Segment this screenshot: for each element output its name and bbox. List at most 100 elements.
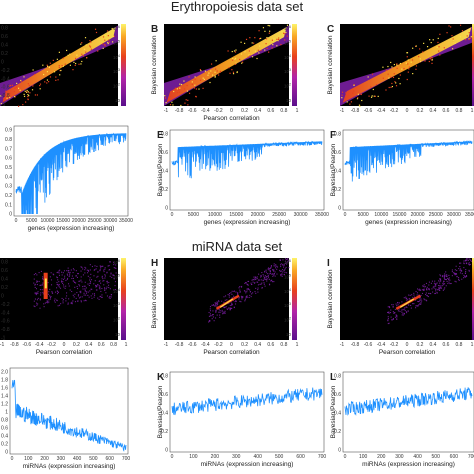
density-cell bbox=[246, 296, 248, 298]
density-cell bbox=[233, 307, 235, 309]
density-cell bbox=[228, 296, 230, 298]
x-tick-label: 100 bbox=[24, 456, 33, 462]
density-cell bbox=[410, 307, 412, 309]
colorbar-tick-label: 104 bbox=[113, 288, 120, 294]
density-cell bbox=[393, 312, 395, 315]
density-cell bbox=[372, 88, 374, 91]
density-cell bbox=[231, 69, 233, 71]
density-cell bbox=[44, 302, 46, 304]
y-tick-label: 0.1 bbox=[5, 202, 12, 208]
density-cell bbox=[23, 93, 25, 96]
density-cell bbox=[446, 274, 448, 276]
density-cell bbox=[423, 284, 425, 286]
density-cell bbox=[77, 273, 79, 275]
density-cell bbox=[268, 51, 270, 53]
density-cell bbox=[46, 300, 48, 302]
colorbar-tick-label: 104 bbox=[284, 54, 291, 60]
x-tick-label: 0 bbox=[15, 218, 18, 224]
density-cell bbox=[284, 33, 286, 35]
density-cell bbox=[419, 48, 421, 50]
density-cell bbox=[193, 87, 196, 89]
density-cell bbox=[458, 277, 460, 279]
y-tick-label: 0.5 bbox=[5, 165, 12, 171]
density-cell bbox=[391, 319, 393, 321]
density-cell bbox=[213, 305, 216, 307]
density-cell bbox=[211, 314, 214, 316]
density-cell bbox=[72, 272, 74, 274]
series-line bbox=[344, 387, 473, 416]
density-cell bbox=[231, 304, 233, 306]
density-cell bbox=[257, 281, 259, 283]
x-tick-label: 15000 bbox=[229, 212, 243, 218]
density-cell bbox=[270, 279, 272, 281]
density-cell bbox=[64, 287, 66, 289]
density-cell bbox=[84, 269, 86, 271]
density-cell bbox=[231, 50, 233, 53]
density-cell bbox=[274, 271, 276, 273]
density-cell bbox=[84, 289, 86, 291]
density-cell bbox=[39, 289, 42, 291]
density-cell bbox=[402, 312, 404, 314]
x-axis-label: miRNAs (expression increasing) bbox=[23, 463, 116, 470]
density-cell bbox=[229, 309, 231, 311]
density-cell bbox=[393, 73, 395, 75]
density-cell bbox=[281, 275, 283, 277]
density-cell bbox=[99, 280, 101, 282]
density-cell bbox=[256, 276, 258, 278]
density-cell bbox=[86, 57, 88, 59]
density-cell bbox=[33, 300, 35, 302]
density-cell bbox=[394, 312, 396, 314]
density-cell bbox=[84, 272, 86, 274]
density-cell bbox=[414, 296, 416, 298]
density-cell bbox=[428, 289, 431, 291]
density-cell bbox=[80, 43, 82, 45]
density-cell bbox=[437, 41, 439, 44]
density-cell bbox=[33, 274, 35, 276]
x-tick-label: 500 bbox=[432, 454, 441, 460]
density-cell bbox=[468, 269, 470, 271]
density-cell bbox=[382, 77, 384, 79]
density-cell bbox=[76, 300, 79, 302]
density-cell bbox=[219, 316, 221, 318]
y-tick-label: 0 bbox=[338, 448, 341, 454]
density-cell bbox=[469, 258, 471, 260]
density-cell bbox=[242, 296, 244, 298]
density-cell bbox=[88, 284, 90, 287]
density-cell bbox=[286, 272, 288, 274]
density-cell bbox=[57, 271, 59, 273]
density-cell bbox=[444, 287, 446, 289]
density-cell bbox=[88, 296, 90, 298]
density-cell bbox=[69, 274, 71, 276]
density-cell bbox=[63, 286, 65, 288]
density-cell bbox=[58, 281, 60, 283]
density-cell bbox=[459, 269, 461, 271]
density-cell bbox=[396, 67, 398, 69]
density-cell bbox=[43, 306, 45, 308]
density-cell bbox=[414, 299, 417, 301]
density-cell bbox=[113, 277, 115, 279]
density-cell bbox=[110, 294, 112, 296]
density-cell bbox=[39, 307, 41, 309]
density-cell bbox=[463, 260, 465, 262]
density-cell bbox=[112, 274, 114, 276]
density-cell bbox=[399, 83, 401, 85]
density-cell bbox=[187, 104, 189, 106]
density-cell bbox=[191, 83, 193, 86]
density-cell bbox=[95, 285, 97, 287]
density-cell bbox=[73, 61, 75, 63]
density-cell bbox=[102, 43, 104, 45]
colorbar-tick-label: 105 bbox=[113, 273, 120, 279]
density-cell bbox=[84, 288, 86, 290]
density-cell bbox=[104, 287, 106, 289]
density-cell bbox=[250, 296, 252, 298]
y-tick-label: 0.8 bbox=[1, 418, 8, 424]
density-cell bbox=[93, 293, 96, 295]
density-cell bbox=[402, 309, 404, 311]
density-cell bbox=[435, 285, 437, 287]
density-cell bbox=[421, 300, 423, 302]
density-cell bbox=[85, 292, 88, 294]
density-cell bbox=[455, 273, 458, 275]
density-cell bbox=[224, 312, 226, 315]
density-cell bbox=[415, 307, 417, 309]
density-cell bbox=[108, 265, 110, 267]
